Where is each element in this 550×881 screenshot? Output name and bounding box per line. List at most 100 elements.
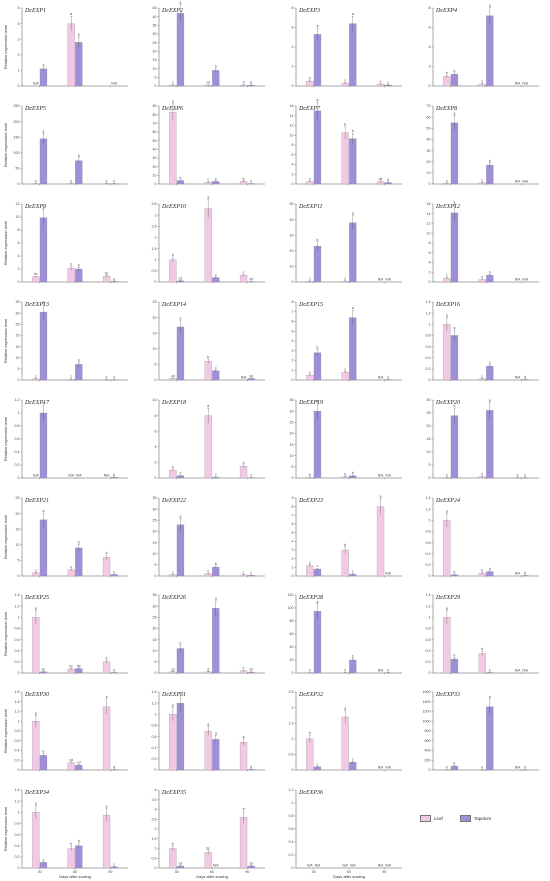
significance-label: c xyxy=(387,668,389,672)
y-tick-label: 0.6 xyxy=(426,638,431,642)
significance-label: b xyxy=(524,571,526,575)
bar-tapetum xyxy=(40,413,47,478)
chart-title: DcEXP12 xyxy=(435,204,460,210)
y-tick-label: 15 xyxy=(16,527,20,531)
y-tick-label: 0.2 xyxy=(426,660,431,664)
y-tick-label: 0 xyxy=(429,476,431,480)
na-label: N/A xyxy=(522,669,528,673)
significance-label: c xyxy=(243,570,245,574)
significance-label: c xyxy=(517,473,519,477)
y-tick-label: 10 xyxy=(153,347,157,351)
y-tick-label: 0 xyxy=(155,866,157,870)
x-tick-label: 90 xyxy=(245,870,249,874)
na-label: N/A xyxy=(515,572,521,576)
y-tick-label: 35 xyxy=(290,398,294,402)
significance-label: c xyxy=(35,568,37,572)
significance-label: a xyxy=(215,732,217,736)
y-tick-label: 0.5 xyxy=(289,753,294,757)
significance-label: b xyxy=(454,762,456,766)
bar-leaf xyxy=(103,662,110,673)
y-tick-label: 50 xyxy=(427,126,431,130)
bar-leaf xyxy=(306,739,313,770)
y-tick-label: 400 xyxy=(425,749,431,753)
na-label: N/A xyxy=(76,474,82,478)
y-tick-label: 0.2 xyxy=(15,855,20,859)
y-tick-label: 0 xyxy=(155,671,157,675)
y-axis-label: Relative expression level xyxy=(3,221,8,265)
y-tick-label: 8 xyxy=(292,300,294,304)
y-tick-label: 120 xyxy=(288,593,294,597)
y-tick-label: 10 xyxy=(153,67,157,71)
y-tick-label: 12 xyxy=(16,202,20,206)
y-tick-label: 5 xyxy=(155,363,157,367)
significance-label: c xyxy=(35,374,37,378)
y-tick-label: 0 xyxy=(429,574,431,578)
significance-label: d xyxy=(250,81,252,85)
y-tick-label: 0 xyxy=(155,378,157,382)
bar-tapetum xyxy=(486,707,493,770)
bar-leaf xyxy=(169,470,176,478)
y-tick-label: 0.6 xyxy=(15,437,20,441)
y-tick-label: 30 xyxy=(427,398,431,402)
y-tick-label: 0.8 xyxy=(15,424,20,428)
y-tick-label: 1.2 xyxy=(15,398,20,402)
significance-label: c xyxy=(309,277,311,281)
y-tick-label: 4 xyxy=(429,261,431,265)
na-label: N/A xyxy=(111,82,117,86)
y-tick-label: 25 xyxy=(16,496,20,500)
bar-leaf xyxy=(240,466,247,478)
significance-label: cd xyxy=(249,668,253,672)
significance-label: c xyxy=(489,360,491,364)
significance-label: c xyxy=(344,277,346,281)
na-label: N/A xyxy=(385,864,391,868)
significance-label: cd xyxy=(379,177,383,181)
y-tick-label: 0.6 xyxy=(152,735,157,739)
na-label: N/A xyxy=(350,864,356,868)
bar-tapetum xyxy=(40,520,47,576)
y-tick-label: 12 xyxy=(427,222,431,226)
bar-tapetum xyxy=(40,69,47,86)
y-tick-label: 0.8 xyxy=(15,729,20,733)
significance-label: b xyxy=(207,355,209,359)
y-tick-label: 10 xyxy=(427,171,431,175)
significance-label: c xyxy=(489,668,491,672)
significance-label: cd xyxy=(206,81,210,85)
bar-tapetum xyxy=(486,410,493,478)
significance-label: c xyxy=(481,374,483,378)
y-tick-label: 25 xyxy=(153,300,157,304)
bar-tapetum xyxy=(451,123,458,184)
significance-label: b xyxy=(243,461,245,465)
chart-title: DcEXP19 xyxy=(298,400,323,406)
y-tick-label: 1.2 xyxy=(152,701,157,705)
y-tick-label: 0.4 xyxy=(426,356,431,360)
y-tick-label: 0 xyxy=(292,574,294,578)
significance-label: b xyxy=(78,359,80,363)
significance-label: c xyxy=(446,274,448,278)
y-tick-label: 10 xyxy=(16,356,20,360)
bar-tapetum xyxy=(314,353,321,380)
bar-leaf xyxy=(205,416,212,478)
significance-label: c xyxy=(481,472,483,476)
y-tick-label: 0.4 xyxy=(152,746,157,750)
y-tick-label: 100 xyxy=(288,606,294,610)
y-axis-label: Relative expression level xyxy=(3,515,8,559)
y-tick-label: 20 xyxy=(290,658,294,662)
y-tick-label: 40 xyxy=(427,138,431,142)
significance-label: a xyxy=(35,802,37,806)
significance-label: c xyxy=(215,473,217,477)
y-tick-label: 50 xyxy=(153,139,157,143)
chart-title: DcEXP25 xyxy=(24,595,49,601)
bar-leaf xyxy=(443,324,450,380)
y-tick-label: 25 xyxy=(427,411,431,415)
y-tick-label: 1.4 xyxy=(152,690,157,694)
significance-label: a xyxy=(317,399,319,403)
significance-label: b xyxy=(317,238,319,242)
bar-leaf xyxy=(205,208,212,282)
